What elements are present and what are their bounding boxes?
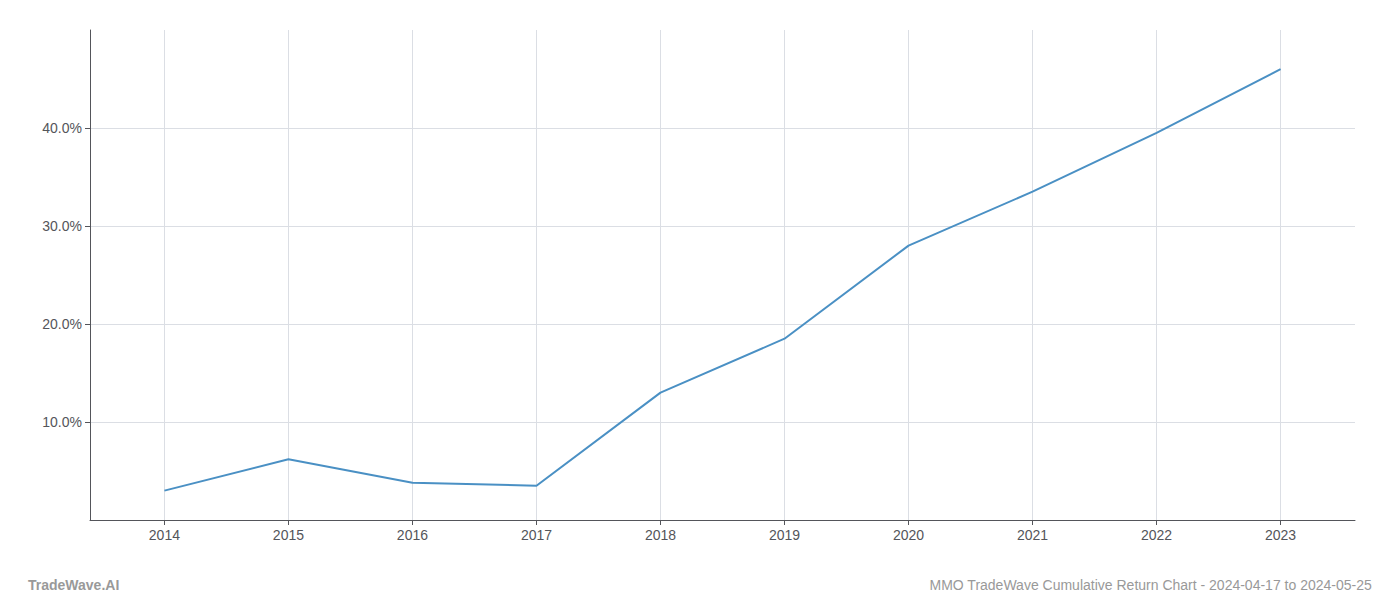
svg-text:TradeWave.AI: TradeWave.AI <box>28 577 119 593</box>
svg-text:2018: 2018 <box>645 527 676 543</box>
svg-text:MMO TradeWave Cumulative Retur: MMO TradeWave Cumulative Return Chart - … <box>930 577 1372 593</box>
svg-text:2015: 2015 <box>273 527 304 543</box>
svg-text:2019: 2019 <box>769 527 800 543</box>
svg-text:10.0%: 10.0% <box>42 414 82 430</box>
svg-text:20.0%: 20.0% <box>42 316 82 332</box>
svg-text:2017: 2017 <box>521 527 552 543</box>
svg-text:2014: 2014 <box>149 527 180 543</box>
svg-text:2020: 2020 <box>893 527 924 543</box>
svg-text:2016: 2016 <box>397 527 428 543</box>
svg-text:2023: 2023 <box>1265 527 1296 543</box>
svg-text:2022: 2022 <box>1141 527 1172 543</box>
svg-text:40.0%: 40.0% <box>42 120 82 136</box>
svg-text:30.0%: 30.0% <box>42 218 82 234</box>
svg-text:2021: 2021 <box>1017 527 1048 543</box>
